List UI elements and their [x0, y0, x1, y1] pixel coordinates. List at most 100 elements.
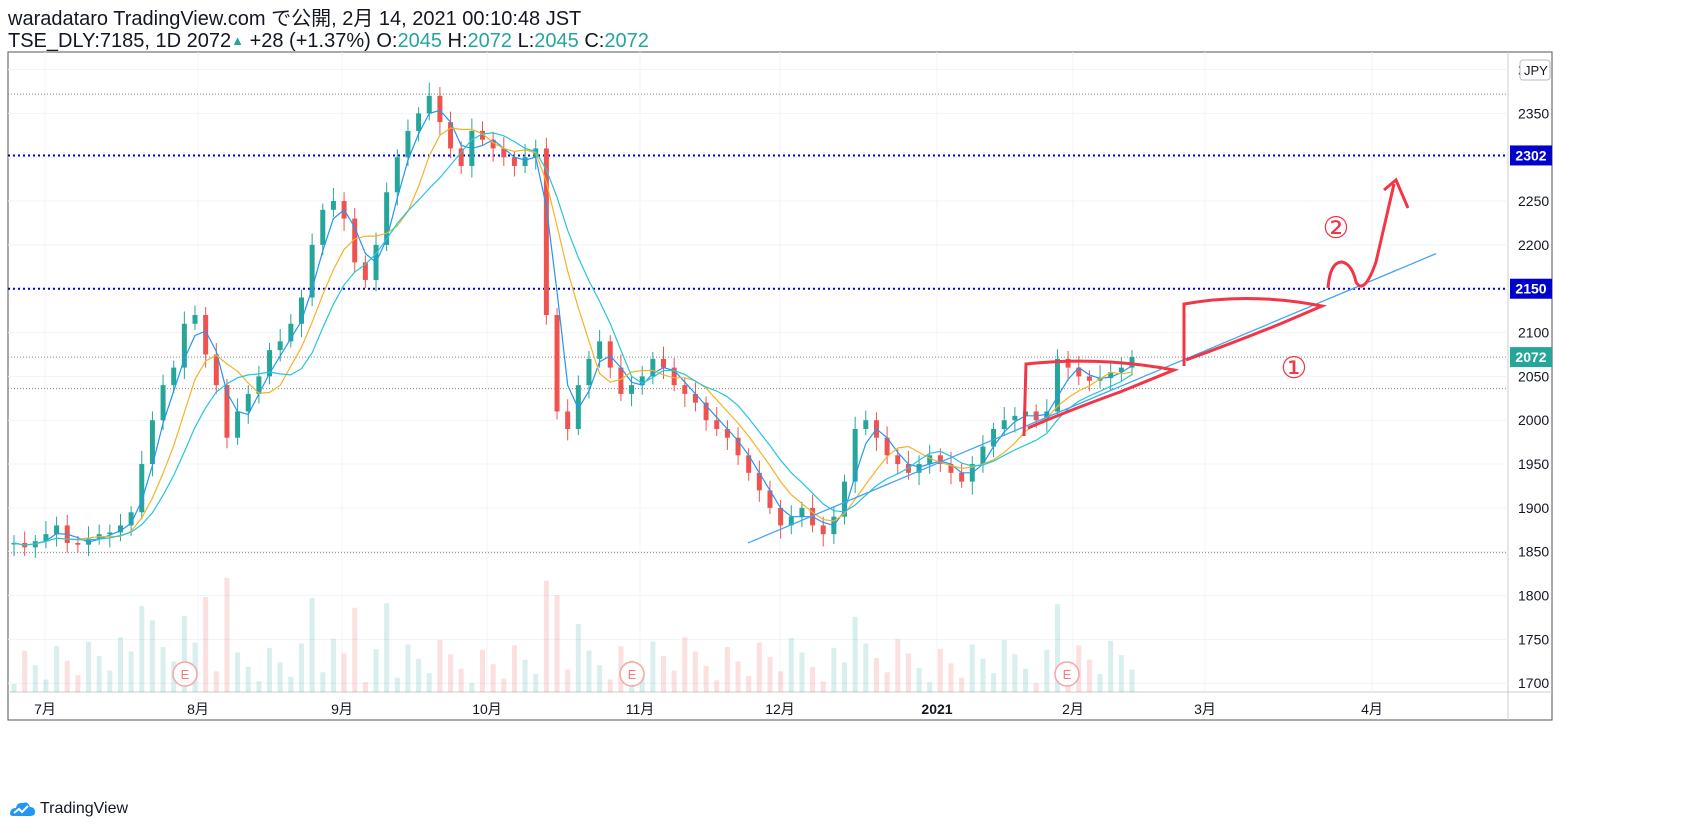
volume-bar [405, 644, 411, 692]
candle-body [479, 130, 485, 140]
volume-bar [948, 663, 954, 692]
volume-bar [778, 671, 784, 692]
volume-bar [1054, 604, 1060, 692]
volume-bar [277, 662, 283, 692]
x-tick-label: 11月 [626, 701, 655, 717]
volume-bar [160, 647, 166, 692]
candle-body [522, 157, 528, 166]
volume-bar [980, 658, 986, 692]
currency-label: JPY [1524, 63, 1548, 78]
candle-body [948, 464, 954, 473]
volume-bar [235, 652, 241, 692]
candle-body [661, 358, 667, 368]
volume-bar [288, 676, 294, 692]
candle-body [384, 192, 390, 245]
candle-body [203, 315, 209, 355]
candle-body [213, 354, 219, 386]
volume-bar [607, 679, 613, 692]
candle-body [267, 350, 273, 377]
volume-bar [905, 653, 911, 692]
candle-body [735, 437, 741, 456]
currency-box [1519, 59, 1551, 81]
volume-bar [767, 657, 773, 692]
volume-bar [927, 682, 933, 692]
candle-body [639, 376, 645, 386]
candle-body [671, 367, 677, 386]
candle-body [607, 341, 613, 368]
price-label: 2150 [1515, 281, 1546, 297]
volume-bar [437, 639, 443, 692]
volume-bar [735, 661, 741, 692]
y-tick-label: 1950 [1518, 456, 1549, 472]
volume-bar [373, 648, 379, 692]
open-label: O: [376, 30, 398, 52]
volume-bar [820, 681, 826, 692]
volume-bar [852, 616, 858, 692]
candle-body [171, 367, 177, 386]
earnings-label: E [628, 667, 637, 682]
candle-body [692, 393, 698, 403]
volume-bar [597, 665, 603, 692]
earnings-marker [619, 661, 645, 687]
publisher-text: waradataro TradingView.com で公開, 2月 14, 2… [8, 8, 582, 30]
candle-body [703, 402, 709, 421]
tradingview-brand[interactable]: TradingView [8, 800, 128, 818]
volume-bar [458, 668, 464, 692]
volume-bar [991, 673, 997, 692]
volume-bar [309, 597, 315, 692]
volume-bar [117, 637, 123, 692]
volume-bar [213, 671, 219, 692]
candle-body [235, 411, 241, 438]
candle-body [788, 516, 794, 526]
volume-bar [937, 648, 943, 692]
candles [11, 82, 1135, 558]
earnings-marker [172, 661, 198, 687]
y-tick-label: 1850 [1518, 544, 1549, 560]
volume-bar [969, 644, 975, 692]
candle-body [330, 201, 336, 210]
volume-bar [1033, 683, 1039, 692]
candle-body [629, 385, 635, 394]
low-value: 2045 [534, 30, 579, 52]
candle-body [277, 341, 283, 351]
x-tick-label: 12月 [765, 701, 795, 717]
volume-bar [448, 654, 454, 692]
price-label: 2072 [1515, 349, 1546, 365]
candle-body [11, 542, 17, 545]
volume-bar [1044, 649, 1050, 692]
candle-body [650, 358, 656, 377]
high-label: H: [447, 30, 468, 52]
volume-bar [1097, 674, 1103, 692]
candle-body [490, 139, 496, 149]
candle-body [448, 122, 454, 149]
volume-bar [682, 637, 688, 692]
volume-bar [341, 653, 347, 692]
volume-bar [384, 603, 390, 692]
volume-bar [1076, 645, 1082, 692]
y-tick-label: 1700 [1518, 675, 1549, 691]
volume-bar [330, 639, 336, 692]
volume-bar [554, 595, 560, 692]
brand-name: TradingView [40, 800, 129, 817]
price-label-box [1510, 347, 1552, 368]
candle-body [394, 157, 400, 193]
low-label: L: [517, 30, 535, 52]
volume-bar [22, 650, 28, 692]
volume-bar [426, 673, 432, 692]
candle-body [852, 428, 858, 482]
volume-bar [884, 672, 890, 692]
volume-bar [64, 660, 70, 692]
candle-body [160, 385, 166, 421]
y-tick-label: 2000 [1518, 412, 1549, 428]
volume-bar [916, 667, 922, 692]
volume-bar [320, 672, 326, 692]
candle-body [181, 323, 187, 368]
candle-body [543, 148, 549, 316]
candle-body [139, 464, 145, 513]
price-label-box [1510, 278, 1552, 299]
candle-body [1001, 420, 1007, 429]
volume-bar [788, 638, 794, 692]
candle-body [288, 323, 294, 342]
candle-body [43, 534, 49, 542]
